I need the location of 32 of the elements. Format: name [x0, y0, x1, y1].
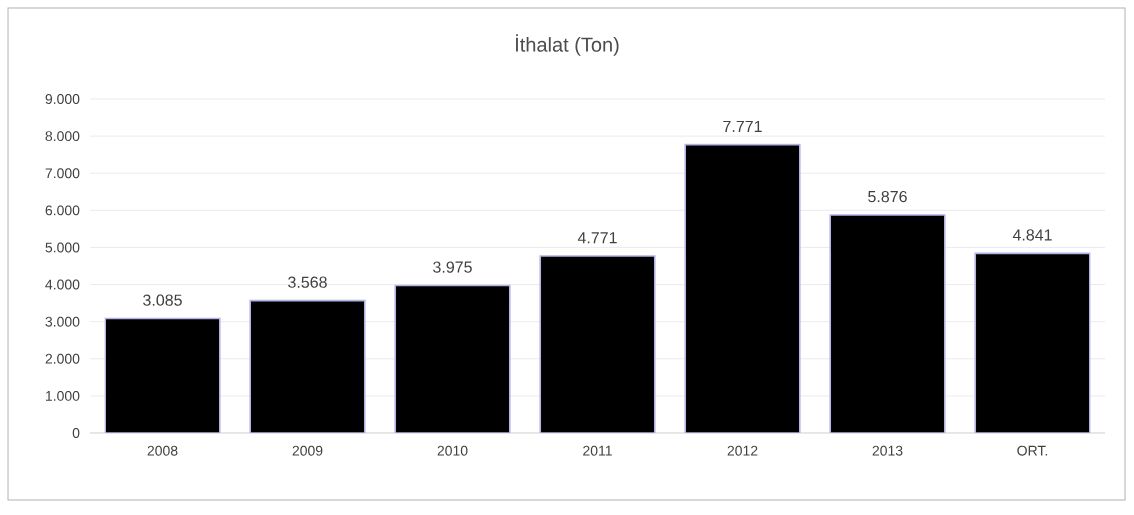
- x-tick-label: 2009: [292, 445, 323, 456]
- y-tick-label: 3.000: [45, 316, 80, 327]
- data-label: 7.771: [723, 120, 762, 132]
- y-tick-label: 6.000: [45, 205, 80, 216]
- y-tick-label: 9.000: [45, 94, 80, 104]
- data-label: 3.085: [143, 294, 182, 306]
- y-tick-label: 8.000: [45, 131, 80, 142]
- x-tick-label: 2011: [583, 445, 612, 456]
- bar: [829, 214, 946, 433]
- bar: [249, 299, 366, 433]
- y-tick-label: 4.000: [45, 279, 80, 290]
- x-tick-label: 2008: [147, 445, 178, 456]
- y-tick-label: 2.000: [45, 353, 80, 364]
- bar: [539, 255, 656, 433]
- bar: [394, 284, 511, 433]
- y-tick-label: 0: [72, 428, 80, 438]
- x-tick-label: 2010: [437, 445, 468, 456]
- data-label: 5.876: [868, 190, 907, 203]
- bar: [684, 143, 801, 433]
- bar: [974, 252, 1091, 433]
- data-label: 4.841: [1012, 229, 1052, 241]
- x-tick-label: ORT.: [1017, 445, 1048, 456]
- y-tick-label: 1.000: [45, 390, 80, 401]
- y-tick-label: 7.000: [45, 168, 80, 179]
- x-tick-label: 2012: [727, 445, 758, 456]
- y-tick-label: 5.000: [45, 242, 80, 253]
- data-label: 3.568: [288, 276, 327, 288]
- chart-title: İthalat (Ton): [516, 34, 619, 56]
- data-label: 4.771: [577, 232, 617, 244]
- data-label: 3.975: [433, 261, 472, 273]
- x-tick-label: 2013: [872, 445, 903, 456]
- bar: [104, 317, 221, 433]
